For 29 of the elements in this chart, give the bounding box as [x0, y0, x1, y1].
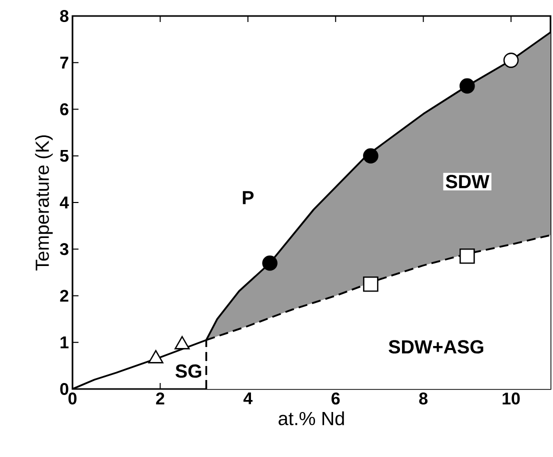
x-tick-label: 6	[332, 392, 340, 405]
point	[460, 78, 475, 94]
point	[363, 148, 378, 164]
annotation: SDW	[446, 174, 490, 188]
y-tick-label: 1	[60, 336, 69, 348]
y-tick-label: 7	[60, 56, 68, 68]
x-axis-title: at.% Nd	[278, 411, 344, 426]
x-tick-label: 4	[243, 392, 253, 404]
point	[460, 248, 475, 264]
x-tick-label: 2	[156, 392, 164, 404]
y-tick-label: 8	[60, 10, 68, 22]
x-tick-label: 8	[419, 392, 428, 405]
y-tick-label: 3	[60, 243, 68, 256]
y-tick-label: 0	[60, 383, 68, 395]
point	[148, 350, 164, 364]
x-tick-label: 10	[502, 392, 520, 405]
point	[174, 336, 190, 350]
annotation: P	[242, 191, 254, 204]
y-tick-label: 4	[60, 196, 69, 208]
y-axis-title: Temperature (K)	[35, 135, 53, 270]
y-tick-label: 6	[60, 103, 68, 116]
y-tick-label: 2	[60, 290, 68, 302]
point	[363, 276, 378, 292]
point	[503, 52, 519, 68]
x-tick-label: 0	[68, 392, 77, 405]
annotation: SG	[176, 364, 202, 378]
y-tick-label: 5	[60, 150, 69, 162]
point	[262, 255, 278, 271]
annotation: SDW+ASG	[388, 340, 484, 354]
